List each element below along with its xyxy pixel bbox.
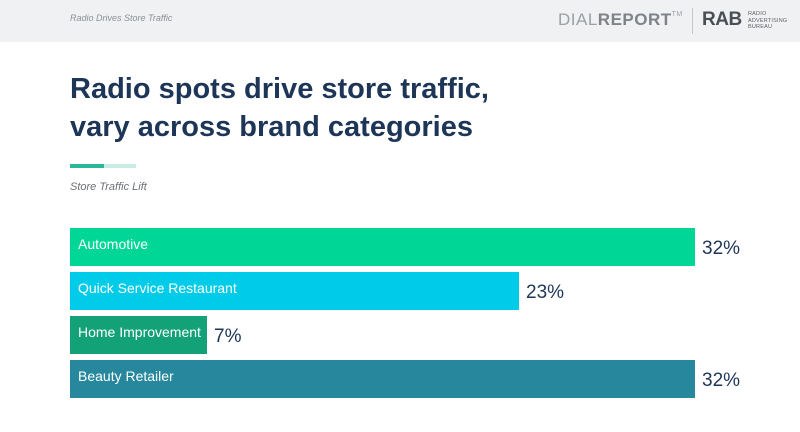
bar-category-label: Quick Service Restaurant — [78, 280, 237, 296]
bar — [70, 228, 695, 266]
rab-logo: RAB — [702, 9, 742, 30]
bar — [70, 360, 695, 398]
report-label: Radio Drives Store Traffic — [70, 13, 173, 23]
bar-category-label: Automotive — [78, 236, 148, 252]
bar-group: Quick Service Restaurant 23% — [70, 272, 564, 310]
bar-value-label: 32% — [702, 238, 740, 259]
logo-divider — [692, 8, 693, 34]
rab-logo-subtext: RADIO ADVERTISING BUREAU — [748, 11, 798, 31]
bar-group: Automotive 32% — [70, 228, 740, 266]
bar — [70, 316, 207, 354]
bar-value-label: 7% — [214, 326, 242, 347]
bar-category-label: Home Improvement — [78, 324, 201, 340]
chart-subtitle: Store Traffic Lift — [70, 181, 147, 193]
logo-tm-text: TM — [671, 11, 683, 18]
page-title-line-2: vary across brand categories — [70, 111, 473, 143]
title-accent-light — [104, 164, 136, 168]
bar-value-label: 23% — [526, 282, 564, 303]
rab-logo-line-3: BUREAU — [748, 24, 773, 30]
logo-dial-text: DIAL — [558, 10, 598, 29]
title-accent-dark — [70, 164, 104, 168]
logo-report-text: REPORT — [597, 10, 672, 29]
bar — [70, 272, 519, 310]
top-bar: Radio Drives Store Traffic DIALREPORTTM … — [0, 0, 800, 42]
dial-report-logo: DIALREPORTTM — [558, 10, 683, 30]
page-title-line-1: Radio spots drive store traffic, — [70, 73, 489, 105]
rab-logo-line-2: ADVERTISING — [748, 17, 788, 24]
title-accent-line — [70, 164, 136, 168]
bar-group: Beauty Retailer 32% — [70, 360, 740, 398]
bar-group: Home Improvement 7% — [70, 316, 242, 354]
page-title: Radio spots drive store traffic, vary ac… — [70, 70, 590, 146]
bar-category-label: Beauty Retailer — [78, 368, 174, 384]
bar-value-label: 32% — [702, 370, 740, 391]
rab-logo-line-1: RADIO — [748, 11, 767, 17]
